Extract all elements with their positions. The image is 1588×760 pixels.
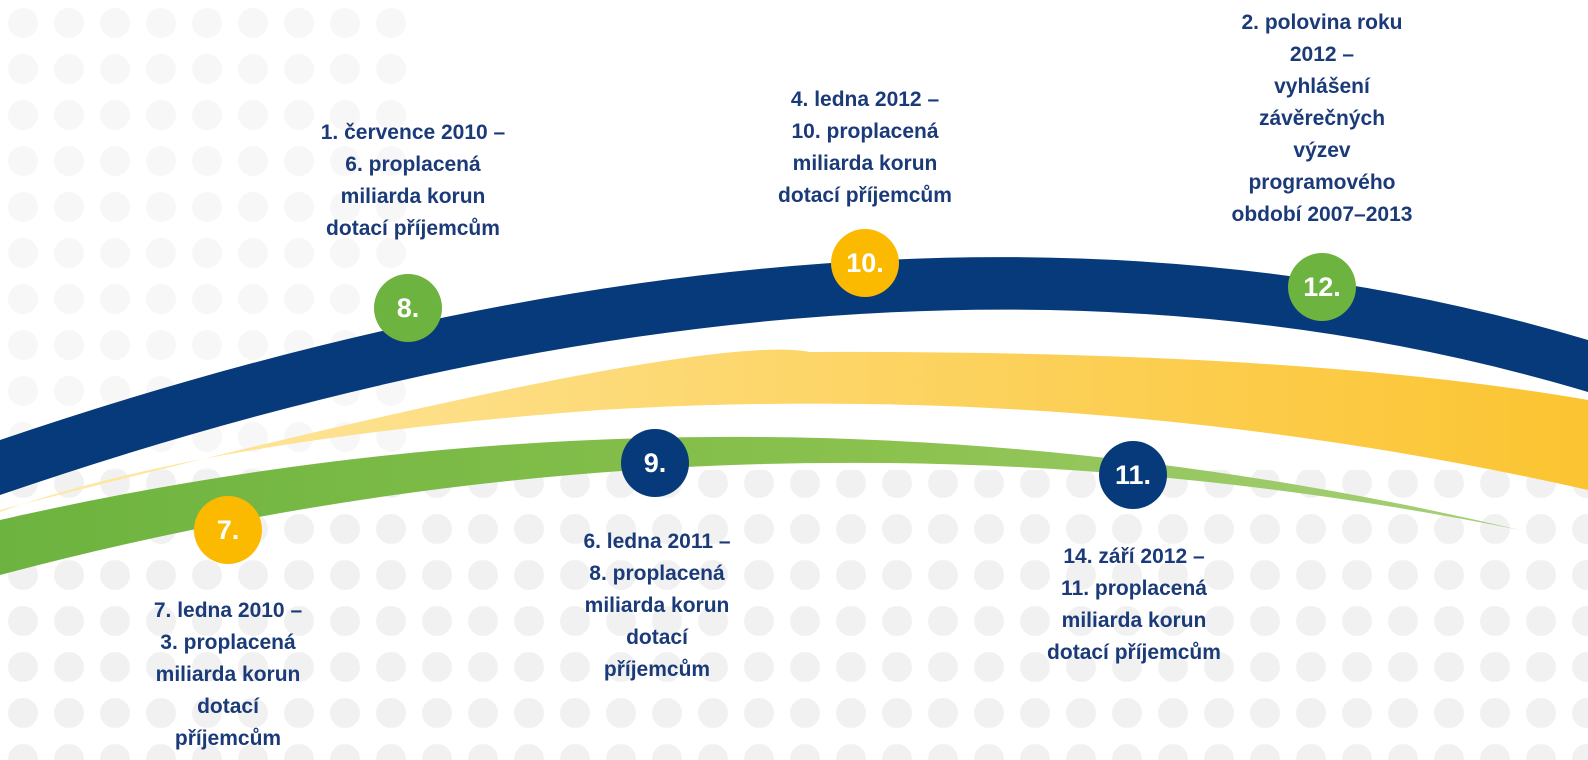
milestone-number: 8. [397, 293, 420, 323]
milestone-text: 14. září 2012 – [1063, 545, 1205, 568]
milestone-text: miliarda korun [341, 185, 486, 208]
yellow-band [0, 349, 1588, 512]
milestone-text: dotací příjemcům [778, 184, 952, 207]
milestone-text: dotací [626, 626, 689, 649]
milestone-number: 9. [644, 448, 667, 478]
milestone: 12. 2. polovina roku 2012 – vyhlášení závěre… [1232, 11, 1413, 321]
milestone-text: 2012 – [1290, 43, 1355, 66]
milestone-number: 12. [1303, 272, 1341, 302]
background-dots [0, 470, 1588, 760]
milestone-badge [194, 496, 262, 564]
milestone-text: 2. polovina roku [1241, 11, 1402, 34]
milestone-text: dotací příjemcům [1047, 641, 1221, 664]
milestone-number: 10. [846, 248, 884, 278]
milestone-text: příjemcům [604, 658, 710, 681]
milestone-badge [1288, 253, 1356, 321]
milestone: 11. 14. září 2012 – 11. proplacená miliarda… [1047, 441, 1221, 664]
milestone-text: příjemcům [175, 727, 281, 750]
milestone-text: miliarda korun [585, 594, 730, 617]
milestone-text: miliarda korun [156, 663, 301, 686]
milestone-number: 11. [1115, 460, 1151, 490]
milestone-text: 4. ledna 2012 – [791, 88, 940, 111]
milestone-text: 1. července 2010 – [321, 121, 506, 144]
milestone-text: 7. ledna 2010 – [154, 599, 303, 622]
milestone-text: programového [1248, 171, 1395, 194]
milestones: 7. 7. ledna 2010 – 3. proplacená miliarda k… [154, 11, 1413, 750]
milestone-text: 8. proplacená [589, 562, 725, 585]
milestone-text: 3. proplacená [160, 631, 296, 654]
milestone-text: 6. proplacená [345, 153, 481, 176]
milestone-badge [621, 429, 689, 497]
milestone-badge [1099, 441, 1167, 509]
milestone: 9. 6. ledna 2011 – 8. proplacená miliarda k… [583, 429, 731, 681]
milestone-badge [374, 274, 442, 342]
milestone: 8. 1. července 2010 – 6. proplacená miliard… [321, 121, 506, 342]
navy-band [0, 257, 1588, 495]
milestone-text: výzev [1293, 139, 1351, 162]
milestone-text: 11. proplacená [1061, 577, 1207, 600]
milestone: 7. 7. ledna 2010 – 3. proplacená miliarda k… [154, 496, 303, 750]
milestone-text: dotací [197, 695, 260, 718]
milestone-text: miliarda korun [793, 152, 938, 175]
milestone-text: miliarda korun [1062, 609, 1207, 632]
milestone-text: dotací příjemcům [326, 217, 500, 240]
milestone-text: 10. proplacená [791, 120, 938, 143]
milestone-badge [831, 229, 899, 297]
milestone-text: závěrečných [1259, 107, 1385, 130]
milestone-text: období 2007–2013 [1232, 203, 1413, 226]
milestone-text: 6. ledna 2011 – [583, 530, 730, 553]
milestone-number: 7. [217, 515, 240, 545]
milestone-text: vyhlášení [1274, 75, 1371, 98]
milestone: 10. 4. ledna 2012 – 10. proplacená miliarda… [778, 88, 952, 297]
